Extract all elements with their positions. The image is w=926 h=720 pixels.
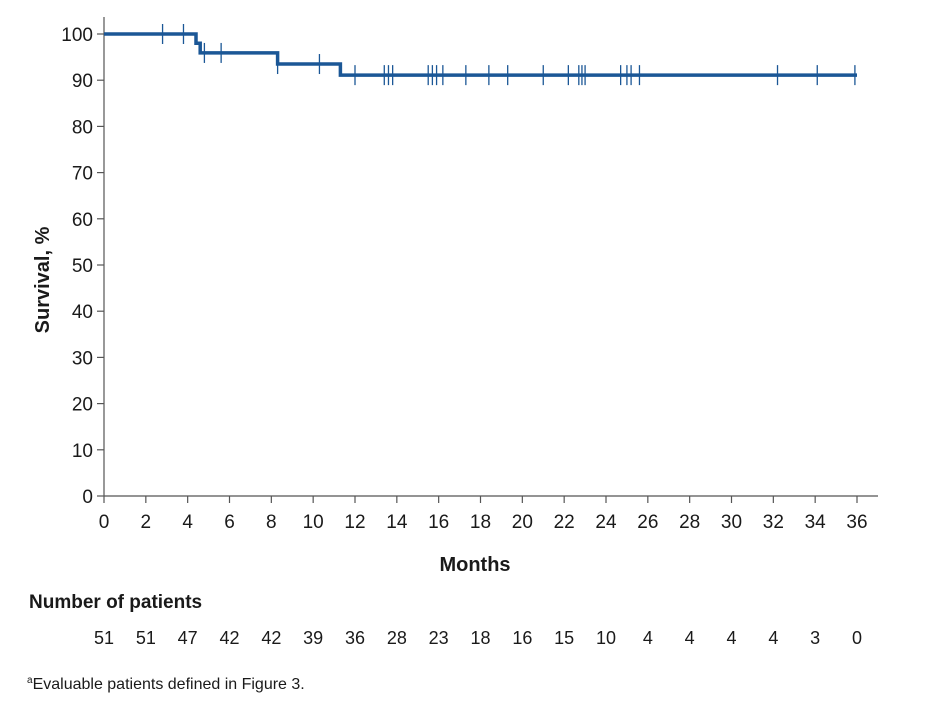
y-tick-label: 50 [72,256,93,277]
number-at-risk-value: 4 [685,628,695,648]
number-at-risk-value: 39 [303,628,323,648]
number-at-risk-value: 23 [429,628,449,648]
survival-curve [104,32,857,77]
x-tick-label: 12 [344,512,365,533]
x-tick-label: 28 [679,512,700,533]
x-axis-ticks: 0 2 4 6 8 10 12 14 16 18 20 22 24 26 28 30 32 34 36 [99,496,868,533]
y-tick-label: 90 [72,71,93,92]
number-at-risk-value: 3 [810,628,820,648]
x-tick-label: 4 [182,512,193,533]
y-tick-label: 10 [72,441,93,462]
number-at-risk-value: 42 [261,628,281,648]
number-at-risk-value: 4 [726,628,736,648]
x-tick-label: 32 [763,512,784,533]
number-at-risk-value: 4 [768,628,778,648]
footnote-marker: a [27,675,33,686]
number-at-risk-value: 51 [136,628,156,648]
number-at-risk-value: 0 [852,628,862,648]
y-axis-ticks: 0 10 20 30 40 50 60 70 80 90 100 [61,25,104,508]
x-tick-label: 24 [595,512,617,533]
x-tick-label: 0 [99,512,110,533]
number-at-risk-value: 51 [94,628,114,648]
x-tick-label: 10 [303,512,324,533]
y-tick-label: 70 [72,164,93,185]
y-tick-label: 30 [72,348,93,369]
footnote-text: Evaluable patients defined in Figure 3. [33,676,305,693]
y-tick-label: 80 [72,117,93,138]
footnote: aEvaluable patients defined in Figure 3. [27,675,305,693]
number-at-risk-value: 15 [554,628,574,648]
number-at-risk-value: 42 [219,628,239,648]
number-at-risk-value: 4 [643,628,653,648]
number-at-risk-value: 18 [470,628,490,648]
x-tick-label: 2 [141,512,152,533]
y-tick-label: 0 [82,487,93,508]
y-tick-label: 60 [72,210,93,231]
x-tick-label: 30 [721,512,742,533]
axes [103,17,878,497]
series-group [104,24,857,86]
number-at-risk-value: 10 [596,628,616,648]
x-tick-label: 6 [224,512,235,533]
number-at-risk-value: 47 [178,628,198,648]
y-axis-title: Survival, % [32,226,54,333]
x-tick-label: 22 [554,512,575,533]
x-tick-label: 26 [637,512,658,533]
y-tick-label: 20 [72,395,93,416]
x-tick-label: 20 [512,512,533,533]
x-axis-title: Months [439,554,510,576]
number-at-risk-value: 36 [345,628,365,648]
y-tick-label: 100 [61,25,93,46]
x-tick-label: 36 [846,512,867,533]
x-tick-label: 8 [266,512,277,533]
x-tick-label: 18 [470,512,491,533]
number-at-risk-title: Number of patients [29,592,202,613]
number-at-risk-row: 51 51 47 42 42 39 36 28 23 18 16 15 10 4 4 4 4 3 0 [94,628,862,648]
y-tick-label: 40 [72,302,93,323]
x-tick-label: 34 [805,512,827,533]
x-tick-label: 16 [428,512,449,533]
number-at-risk-value: 28 [387,628,407,648]
x-tick-label: 14 [386,512,408,533]
number-at-risk-value: 16 [512,628,532,648]
